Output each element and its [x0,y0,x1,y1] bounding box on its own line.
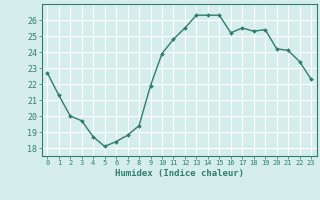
X-axis label: Humidex (Indice chaleur): Humidex (Indice chaleur) [115,169,244,178]
